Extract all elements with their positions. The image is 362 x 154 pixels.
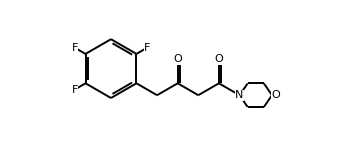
Text: F: F (144, 43, 151, 53)
Text: O: O (173, 55, 182, 65)
Text: F: F (71, 43, 78, 53)
Text: O: O (215, 55, 223, 65)
Text: F: F (71, 85, 78, 95)
Text: N: N (235, 90, 244, 100)
Text: O: O (272, 90, 281, 100)
